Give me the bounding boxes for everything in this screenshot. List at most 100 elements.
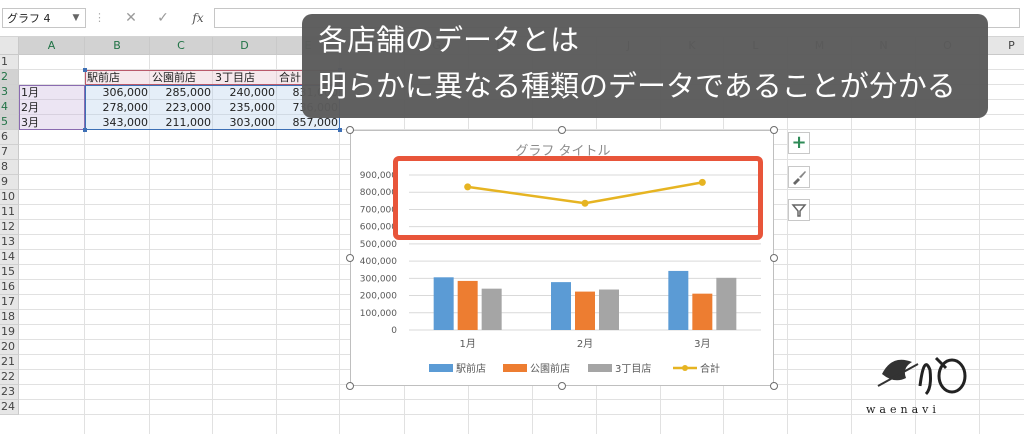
waenavi-logo [877, 356, 967, 396]
chart-area[interactable]: グラフ タイトル 0 100,000 200,000 300,000 400,000 500… [350, 130, 774, 386]
chart-elements-button[interactable]: + [788, 132, 810, 154]
value-cell[interactable]: 278,000 [102, 101, 149, 114]
row-header[interactable]: 13 [0, 235, 19, 250]
row-header[interactable]: 10 [0, 190, 19, 205]
header-cell[interactable]: 公園前店 [152, 71, 196, 84]
legend-label: 駅前店 [456, 362, 486, 375]
value-cell[interactable]: 211,000 [165, 116, 212, 129]
chart-filters-button[interactable] [788, 199, 810, 221]
row-header[interactable]: 14 [0, 250, 19, 265]
row-header[interactable]: 23 [0, 385, 19, 400]
row-header[interactable]: 3 [0, 85, 19, 100]
brush-icon [793, 171, 806, 185]
row-header[interactable]: 9 [0, 175, 19, 190]
resize-handle[interactable] [770, 126, 778, 134]
bar [668, 270, 689, 330]
gridline [979, 55, 980, 434]
range-handle[interactable] [83, 128, 87, 132]
formula-bar-separator: ⋮ [94, 11, 105, 24]
caption-line-1: 各店舗のデータとは [318, 23, 580, 57]
row-header[interactable]: 5 [0, 115, 19, 130]
range-handle[interactable] [338, 128, 342, 132]
header-cell[interactable]: 駅前店 [87, 71, 120, 84]
cancel-button[interactable]: ✕ [125, 10, 137, 26]
row-label-cell[interactable]: 2月 [21, 101, 39, 114]
row-label-cell[interactable]: 3月 [21, 116, 39, 129]
value-cell[interactable]: 235,000 [229, 101, 276, 114]
range-handle[interactable] [83, 68, 87, 72]
row-header[interactable]: 21 [0, 355, 19, 370]
legend-swatch [503, 364, 527, 372]
enter-button[interactable]: ✓ [157, 10, 169, 26]
combo-chart: グラフ タイトル 0 100,000 200,000 300,000 400,000 500… [360, 144, 761, 375]
legend-label: 合計 [700, 362, 720, 375]
name-box[interactable]: グラフ 4 [2, 8, 86, 28]
gridline [339, 55, 340, 434]
row-label-cell[interactable]: 1月 [21, 86, 39, 99]
bar [716, 277, 737, 330]
value-cell[interactable]: 223,000 [165, 101, 212, 114]
row-header[interactable]: 19 [0, 325, 19, 340]
row-header[interactable]: 7 [0, 145, 19, 160]
row-header[interactable]: 20 [0, 340, 19, 355]
row-header[interactable]: 12 [0, 220, 19, 235]
legend-swatch [588, 364, 612, 372]
logo-text: waenavi [866, 403, 940, 416]
bar [575, 291, 595, 330]
row-header[interactable]: 17 [0, 295, 19, 310]
line-point [698, 178, 706, 186]
row-header[interactable]: 4 [0, 100, 19, 115]
header-cell[interactable]: 3丁目店 [215, 71, 255, 84]
row-header[interactable]: 22 [0, 370, 19, 385]
row-header[interactable]: 2 [0, 70, 19, 85]
value-cell[interactable]: 857,000 [292, 116, 339, 129]
row-header[interactable]: 18 [0, 310, 19, 325]
data-values-range [85, 85, 340, 130]
chart-styles-button[interactable] [788, 166, 810, 188]
column-header[interactable]: A [19, 37, 85, 55]
select-all-corner[interactable] [0, 37, 19, 55]
bar [599, 289, 619, 330]
gridline [84, 55, 85, 434]
value-cell[interactable]: 303,000 [229, 116, 276, 129]
legend-swatch [682, 365, 688, 371]
column-header[interactable]: C [150, 37, 213, 55]
bar [457, 280, 478, 330]
filter-icon [791, 204, 807, 217]
y-tick-label: 500,000 [360, 240, 397, 250]
legend-label: 3丁目店 [615, 362, 651, 375]
gridline [787, 55, 788, 434]
row-header[interactable]: 1 [0, 55, 19, 70]
resize-handle[interactable] [346, 126, 354, 134]
column-header[interactable]: P [980, 37, 1024, 55]
y-tick-label: 800,000 [360, 188, 397, 198]
column-header[interactable]: B [85, 37, 150, 55]
row-header[interactable]: 8 [0, 160, 19, 175]
value-cell[interactable]: 306,000 [102, 86, 149, 99]
y-tick-label: 0 [391, 326, 397, 336]
row-header[interactable]: 6 [0, 130, 19, 145]
resize-handle[interactable] [770, 254, 778, 262]
row-header[interactable]: 15 [0, 265, 19, 280]
row-header[interactable]: 11 [0, 205, 19, 220]
gridline [149, 55, 150, 434]
value-cell[interactable]: 343,000 [102, 116, 149, 129]
insert-function-button[interactable]: fx [192, 11, 204, 25]
resize-handle[interactable] [558, 126, 566, 134]
y-tick-label: 100,000 [360, 309, 397, 319]
chevron-down-icon[interactable]: ▼ [72, 13, 80, 23]
resize-handle[interactable] [558, 382, 566, 390]
resize-handle[interactable] [346, 382, 354, 390]
row-header[interactable]: 16 [0, 280, 19, 295]
y-tick-label: 300,000 [360, 274, 397, 284]
legend-label: 公園前店 [530, 362, 570, 375]
bar [481, 288, 502, 330]
gridline [19, 414, 1024, 415]
row-header[interactable]: 24 [0, 400, 19, 415]
header-cell[interactable]: 合計 [279, 71, 301, 84]
resize-handle[interactable] [346, 254, 354, 262]
value-cell[interactable]: 240,000 [229, 86, 276, 99]
resize-handle[interactable] [770, 382, 778, 390]
column-header[interactable]: D [213, 37, 277, 55]
value-cell[interactable]: 285,000 [165, 86, 212, 99]
